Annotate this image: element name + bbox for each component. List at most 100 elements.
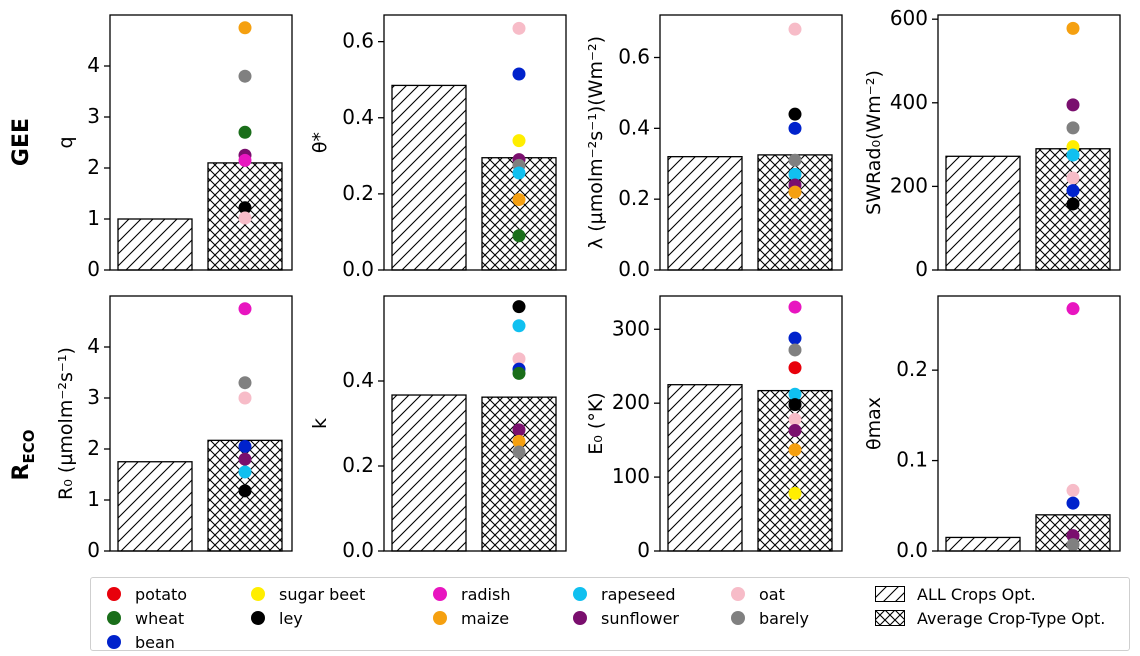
- row-label-reco-sub: ECO: [20, 430, 38, 464]
- point-barely-q: [238, 69, 252, 83]
- axes-frame-q: [109, 14, 293, 271]
- point-radish-q: [238, 153, 252, 167]
- legend-label-barely: barely: [759, 608, 809, 628]
- point-bean-lambda: [788, 121, 802, 135]
- bar-all-crops-lambda: [667, 156, 743, 271]
- ytick-label-swrad0-2: 400: [890, 90, 928, 114]
- point-maize-e0: [788, 443, 802, 457]
- legend-label-all-crops: ALL Crops Opt.: [917, 584, 1036, 604]
- ytick-label-theta-star-0: 0.0: [342, 257, 374, 281]
- ytick-label-swrad0-3: 600: [890, 6, 928, 30]
- legend-label-sunflower: sunflower: [601, 608, 679, 628]
- point-ley-lambda: [788, 107, 802, 121]
- point-sunflower-swrad0: [1066, 98, 1080, 112]
- ytick-label-lambda-2: 0.4: [618, 115, 650, 139]
- ytick-label-theta-star-2: 0.4: [342, 105, 374, 129]
- legend-item-sugar-beet: sugar beet: [251, 583, 365, 605]
- point-barely-r0: [238, 376, 252, 390]
- point-rapeseed-theta-star: [512, 166, 526, 180]
- point-ley-k: [512, 300, 526, 314]
- axes-frame-k: [383, 295, 567, 552]
- ytick-label-e0-1: 100: [612, 464, 650, 488]
- legend-marker-barely: [731, 611, 745, 625]
- ytick-label-k-0: 0.0: [342, 538, 374, 562]
- legend-item-rapeseed: rapeseed: [573, 583, 676, 605]
- legend-marker-rapeseed: [573, 587, 587, 601]
- legend-label-wheat: wheat: [135, 608, 185, 628]
- ytick-label-r0-2: 2: [87, 436, 100, 460]
- axes-frame-swrad0: [937, 14, 1121, 271]
- ylabel-swrad0: SWRad₀(Wm⁻²): [863, 70, 885, 215]
- bar-all-crops-q: [117, 218, 193, 271]
- point-rapeseed-swrad0: [1066, 148, 1080, 162]
- point-oat-theta-max: [1066, 483, 1080, 497]
- legend-marker-sugar-beet: [251, 587, 265, 601]
- point-ley-q: [238, 201, 252, 215]
- legend-marker-bean: [107, 635, 121, 649]
- legend-item-bean: bean: [107, 631, 175, 653]
- point-oat-r0: [238, 391, 252, 405]
- point-oat-k: [512, 352, 526, 366]
- point-oat-swrad0: [1066, 171, 1080, 185]
- point-ley-r0: [238, 484, 252, 498]
- panel-k: 0.0 0.2 0.4 k: [309, 295, 567, 562]
- legend-item-wheat: wheat: [107, 607, 184, 629]
- row-label-gee: GEE: [9, 118, 34, 166]
- legend-label-bean: bean: [135, 632, 175, 652]
- ytick-label-k-2: 0.4: [342, 368, 374, 392]
- point-barely-lambda: [788, 153, 802, 167]
- legend-label-radish: radish: [461, 584, 511, 604]
- legend-label-maize: maize: [461, 608, 510, 628]
- point-ley-e0: [788, 398, 802, 412]
- ytick-label-lambda-0: 0.0: [618, 257, 650, 281]
- ytick-label-q-1: 1: [87, 206, 100, 230]
- legend-label-potato: potato: [135, 584, 188, 604]
- ylabel-k: k: [309, 418, 331, 429]
- panel-r0: 0 1 2 3 4 R₀ (µmolm⁻²s⁻¹): [55, 295, 293, 562]
- ytick-label-theta-max-0: 0.0: [896, 538, 928, 562]
- row-label-reco: RECO: [9, 430, 38, 481]
- point-barely-e0: [788, 343, 802, 357]
- bar-all-crops-k: [391, 394, 467, 552]
- point-barely-k: [512, 445, 526, 459]
- ytick-label-q-0: 0: [87, 257, 100, 281]
- panel-theta-star: 0.0 0.2 0.4 0.6 θ*: [309, 14, 567, 281]
- legend-marker-oat: [731, 587, 745, 601]
- legend-item-ley: ley: [251, 607, 303, 629]
- ytick-label-r0-4: 4: [87, 334, 100, 358]
- axes-frame-lambda: [659, 14, 843, 271]
- point-oat-lambda: [788, 22, 802, 36]
- legend-item-average-crop-type: Average Crop-Type Opt.: [875, 607, 1105, 629]
- ytick-label-e0-0: 0: [637, 538, 650, 562]
- point-maize-lambda: [788, 185, 802, 199]
- point-barely-theta-max: [1066, 538, 1080, 552]
- legend-item-radish: radish: [433, 583, 510, 605]
- bar-average-crop-type-k: [481, 396, 557, 552]
- legend-marker-wheat: [107, 611, 121, 625]
- legend-marker-sunflower: [573, 611, 587, 625]
- point-oat-theta-star: [512, 21, 526, 35]
- point-wheat-theta-star: [512, 229, 526, 243]
- point-sunflower-r0: [238, 452, 252, 466]
- legend-label-rapeseed: rapeseed: [601, 584, 676, 604]
- ytick-label-e0-3: 300: [612, 316, 650, 340]
- ylabel-q: q: [55, 136, 77, 148]
- point-maize-k: [512, 434, 526, 448]
- point-bean-e0: [788, 331, 802, 345]
- legend-marker-radish: [433, 587, 447, 601]
- legend-item-sunflower: sunflower: [573, 607, 679, 629]
- bar-all-crops-theta-star: [391, 84, 467, 271]
- legend-item-barely: barely: [731, 607, 809, 629]
- ytick-label-theta-star-1: 0.2: [342, 181, 374, 205]
- point-rapeseed-e0: [788, 387, 802, 401]
- legend-item-oat: oat: [731, 583, 785, 605]
- bar-all-crops-r0: [117, 461, 193, 552]
- point-sunflower-e0: [788, 424, 802, 438]
- legend-marker-ley: [251, 611, 265, 625]
- ytick-label-r0-3: 3: [87, 385, 100, 409]
- bar-all-crops-theta-max: [945, 536, 1021, 552]
- point-oat-e0: [788, 412, 802, 426]
- legend: potato wheat bean sugar beet ley radish …: [90, 577, 1130, 653]
- point-sugar-beet-e0: [788, 486, 802, 500]
- ylabel-lambda: λ (µmolm⁻²s⁻¹)(Wm⁻²): [585, 36, 607, 249]
